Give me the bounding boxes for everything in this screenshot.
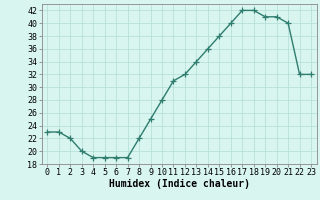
X-axis label: Humidex (Indice chaleur): Humidex (Indice chaleur) bbox=[109, 179, 250, 189]
